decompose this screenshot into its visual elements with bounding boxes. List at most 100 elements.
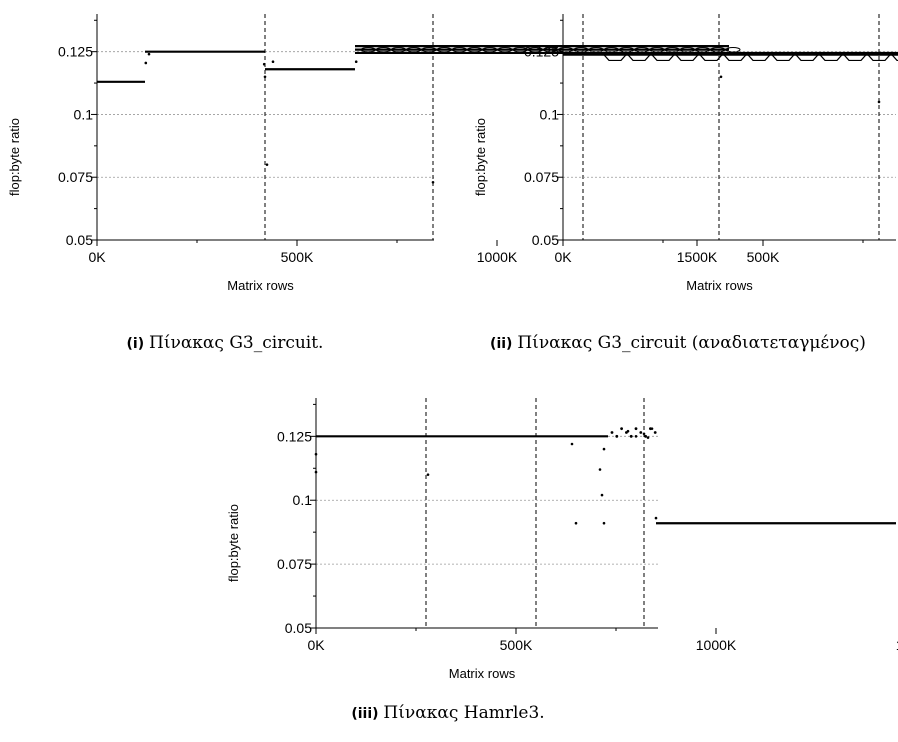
x-tick-label: 1000K bbox=[477, 249, 518, 265]
data-point bbox=[144, 61, 148, 65]
data-point bbox=[391, 46, 407, 53]
data-point bbox=[626, 53, 652, 62]
data-point bbox=[634, 427, 638, 431]
x-tick-label: 0K bbox=[307, 637, 325, 653]
data-point bbox=[421, 46, 437, 53]
y-tick-label: 0.05 bbox=[532, 232, 559, 248]
x-tick-label: 1500K bbox=[896, 637, 898, 653]
x-tick-label: 1500K bbox=[677, 249, 718, 265]
data-point bbox=[467, 46, 483, 53]
data-point bbox=[644, 434, 647, 438]
data-point bbox=[719, 75, 723, 79]
data-point bbox=[866, 53, 892, 62]
data-point bbox=[620, 427, 623, 431]
x-tick-label: 500K bbox=[281, 249, 314, 265]
x-tick-label: 500K bbox=[747, 249, 780, 265]
caption-text: Πίνακας G3_circuit. bbox=[149, 333, 323, 353]
data-point bbox=[271, 60, 275, 64]
data-point bbox=[543, 46, 559, 53]
data-point bbox=[650, 53, 676, 62]
data-point bbox=[602, 53, 628, 62]
x-tick-label: 500K bbox=[500, 637, 533, 653]
data-point bbox=[451, 46, 467, 53]
data-point bbox=[746, 53, 772, 62]
data-point bbox=[426, 473, 430, 476]
caption-tag: (iii) bbox=[351, 706, 383, 722]
data-point bbox=[646, 436, 650, 439]
data-point bbox=[602, 521, 606, 525]
x-tick-label: 0K bbox=[88, 249, 106, 265]
data-point bbox=[639, 431, 643, 434]
data-point bbox=[436, 46, 452, 53]
data-point bbox=[354, 60, 358, 64]
data-point bbox=[265, 163, 269, 166]
data-point bbox=[650, 427, 654, 430]
y-tick-label: 0.125 bbox=[58, 44, 93, 60]
data-point bbox=[842, 53, 868, 62]
y-axis-label: flop:byte ratio bbox=[473, 118, 488, 196]
data-point bbox=[722, 53, 748, 62]
caption-text: Πίνακας Hamrle3. bbox=[383, 703, 544, 723]
y-axis-label: flop:byte ratio bbox=[7, 118, 22, 196]
caption: (ii) Πίνακας G3_circuit (αναδιατεταγμένο… bbox=[490, 333, 866, 353]
data-point bbox=[890, 53, 898, 62]
data-point bbox=[615, 434, 619, 438]
x-tick-label: 0K bbox=[554, 249, 572, 265]
data-point bbox=[629, 434, 633, 438]
data-point bbox=[262, 62, 266, 66]
data-point bbox=[570, 442, 574, 446]
y-tick-label: 0.1 bbox=[293, 492, 313, 508]
data-point bbox=[653, 431, 657, 434]
y-tick-label: 0.125 bbox=[524, 44, 559, 60]
data-point bbox=[482, 46, 498, 53]
data-point bbox=[818, 53, 844, 62]
data-point bbox=[263, 75, 267, 79]
y-tick-label: 0.05 bbox=[285, 620, 312, 636]
data-point bbox=[314, 470, 318, 474]
x-tick-label: 1000K bbox=[696, 637, 737, 653]
y-tick-label: 0.1 bbox=[74, 106, 94, 122]
data-point bbox=[598, 468, 602, 471]
data-point bbox=[602, 447, 606, 451]
y-tick-label: 0.125 bbox=[277, 428, 312, 444]
data-point bbox=[314, 452, 318, 456]
y-axis-label: flop:byte ratio bbox=[226, 504, 241, 582]
data-point bbox=[674, 53, 700, 62]
data-point bbox=[406, 46, 422, 53]
x-axis-label: Matrix rows bbox=[686, 278, 753, 293]
data-point bbox=[497, 46, 513, 53]
y-tick-label: 0.1 bbox=[540, 106, 560, 122]
chart-1: 0.05 0.075 0.1 0.125 0K 500K 1000K 1500K Matrix … bbox=[7, 14, 741, 353]
data-point bbox=[147, 52, 151, 56]
data-point bbox=[634, 435, 638, 438]
y-tick-label: 0.05 bbox=[66, 232, 93, 248]
data-point bbox=[360, 46, 376, 53]
data-point bbox=[794, 53, 820, 62]
data-point bbox=[565, 51, 569, 55]
data-point bbox=[626, 429, 630, 433]
caption-tag: (i) bbox=[127, 336, 149, 352]
data-point bbox=[512, 46, 528, 53]
caption: (iii) Πίνακας Hamrle3. bbox=[351, 703, 544, 723]
caption: (i) Πίνακας G3_circuit. bbox=[127, 333, 324, 353]
chart-3: 0.05 0.075 0.1 0.125 0K 500K 1000K 1500K Matrix … bbox=[226, 398, 898, 723]
y-tick-label: 0.075 bbox=[524, 169, 559, 185]
data-point bbox=[642, 432, 646, 436]
data-point bbox=[698, 53, 724, 62]
caption-text: Πίνακας G3_circuit (αναδιατεταγμένος) bbox=[517, 333, 866, 353]
chart-2: 0.05 0.075 0.1 0.125 0K 500K 1000K 1500K Matrix … bbox=[473, 14, 898, 353]
data-point bbox=[527, 46, 543, 53]
data-point bbox=[877, 100, 881, 104]
x-axis-label: Matrix rows bbox=[227, 278, 294, 293]
data-point bbox=[375, 46, 391, 53]
data-point bbox=[600, 493, 604, 497]
data-point bbox=[574, 521, 578, 525]
y-tick-label: 0.075 bbox=[277, 556, 312, 572]
data-point bbox=[654, 516, 658, 520]
data-point bbox=[770, 53, 796, 62]
y-tick-label: 0.075 bbox=[58, 169, 93, 185]
data-point bbox=[610, 431, 614, 434]
caption-tag: (ii) bbox=[490, 336, 517, 352]
x-axis-label: Matrix rows bbox=[449, 666, 516, 681]
